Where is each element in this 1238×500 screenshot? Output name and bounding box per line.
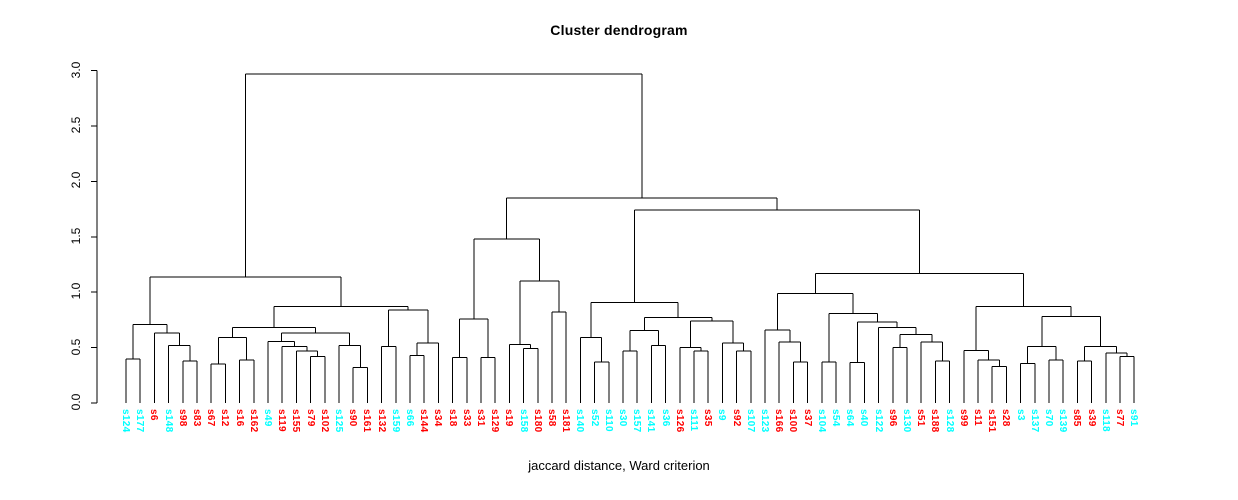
axis-caption: jaccard distance, Ward criterion [528,458,710,473]
leaf-label: s39 [1085,409,1097,427]
leaf-label: s177 [134,409,146,433]
leaf-label: s19 [503,409,515,427]
y-tick-label: 3.0 [69,61,83,78]
leaf-label: s144 [418,409,430,433]
chart-title: Cluster dendrogram [550,22,688,38]
leaf-label: s180 [531,409,543,433]
leaf-label: s125 [333,409,344,433]
leaf-label: s151 [986,409,998,433]
leaf-label: s119 [276,409,288,432]
leaf-label: s159 [389,409,401,433]
leaf-label: s157 [631,409,643,433]
leaf-label: s91 [1128,409,1140,427]
leaf-label: s37 [801,409,813,427]
leaf-label: s28 [1000,409,1012,427]
leaf-label: s188 [929,409,941,433]
leaf-label: s98 [176,409,188,427]
y-tick-label: 1.0 [69,282,83,300]
leaf-label: s104 [815,409,827,433]
leaf-label: s107 [744,409,756,433]
leaf-label: s64 [844,409,856,427]
leaf-label: s58 [546,409,557,427]
leaf-label: s158 [517,409,529,433]
leaf-label: s83 [191,409,202,427]
leaf-label: s123 [759,409,770,433]
leaf-label: s77 [1114,409,1125,427]
leaf-label: s162 [247,409,259,433]
leaf-label: s12 [219,409,231,427]
leaf-label: s66 [404,409,415,427]
leaf-label: s35 [702,409,714,427]
leaf-label: s148 [162,409,174,433]
leaf-label: s51 [915,409,927,427]
leaf-label: s49 [262,409,273,427]
leaf-label: s110 [602,409,614,432]
leaf-label: s33 [460,409,472,427]
leaf-label: s111 [688,409,699,432]
leaf-label: s31 [475,409,486,427]
leaf-label: s141 [645,409,657,433]
leaf-label: s6 [148,409,160,421]
leaf-label: s36 [659,409,671,427]
leaf-label: s67 [205,409,217,427]
leaf-label: s155 [290,409,302,433]
y-tick-label: 2.0 [69,172,83,189]
leaf-label: s11 [972,409,983,427]
leaf-label: s52 [588,409,600,427]
leaf-label: s96 [886,409,898,427]
leaf-label: s126 [673,409,685,433]
leaf-label: s99 [957,409,969,427]
leaf-label: s137 [1028,409,1040,433]
leaf-label: s16 [233,409,245,427]
leaf-label: s79 [304,409,316,427]
leaf-label: s70 [1043,409,1054,427]
leaf-label: s166 [773,409,785,433]
y-tick-label: 2.5 [69,116,83,134]
leaf-label: s128 [943,409,955,433]
leaf-label: s130 [901,409,912,433]
y-tick-label: 1.5 [69,227,83,245]
leaf-label: s161 [361,409,373,433]
leaf-label: s92 [730,409,742,427]
leaf-label: s30 [617,409,628,427]
leaf-label: s90 [347,409,359,427]
leaf-label: s140 [574,409,586,433]
leaf-label: s54 [830,409,841,427]
leaf-label: s40 [858,409,870,427]
leaf-label: s122 [872,409,884,433]
leaf-label: s102 [318,409,330,433]
leaf-label: s9 [716,409,728,421]
leaf-label: s124 [120,409,131,433]
y-tick-label: 0.5 [69,338,83,355]
leaf-label: s3 [1014,409,1026,421]
leaf-label: s181 [560,409,572,433]
leaf-label: s18 [446,409,458,427]
y-tick-label: 0.0 [69,393,83,411]
leaf-label: s118 [1099,409,1111,432]
leaf-label: s85 [1071,409,1083,427]
leaf-label: s139 [1057,409,1069,433]
leaf-label: s100 [787,409,799,433]
leaf-label: s129 [489,409,501,433]
leaf-label: s34 [432,409,444,427]
leaf-label: s132 [375,409,387,433]
